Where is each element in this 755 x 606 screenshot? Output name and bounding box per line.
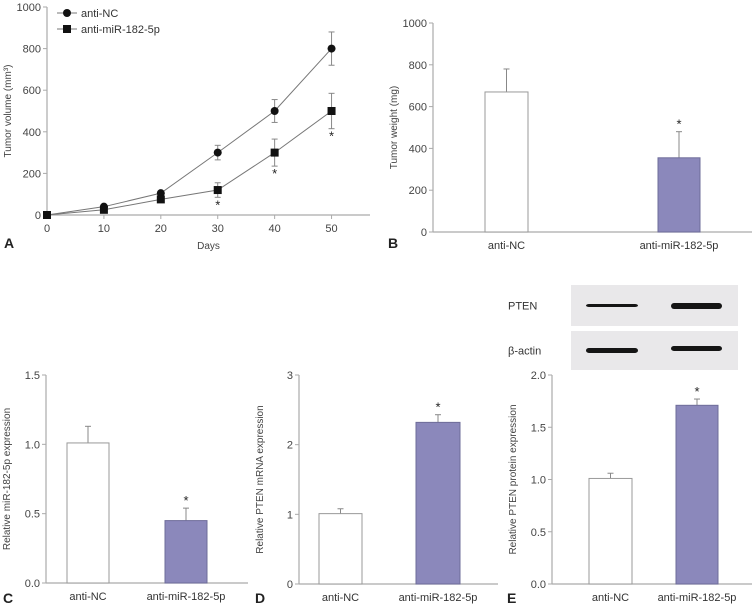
y-tick-label: 200 <box>23 168 41 180</box>
category-label: anti-miR-182-5p <box>640 240 719 252</box>
y-axis-label: Relative PTEN protein expression <box>508 404 519 554</box>
data-point-square <box>213 186 222 195</box>
y-tick-label: 0 <box>287 579 293 591</box>
blot-row-label: PTEN <box>508 301 537 313</box>
bar-anti-mir-182-5p <box>675 404 719 585</box>
significance-marker: * <box>215 197 220 212</box>
significance-marker: * <box>676 117 681 132</box>
panel-a: 0 200 400 600 800 1000 Tumor volume (mm³) A 0 10 2… <box>3 2 370 252</box>
y-tick-label: 1000 <box>403 18 427 30</box>
y-axis-label: Tumor weight (mg) <box>389 86 400 170</box>
bar-anti-mir-182-5p <box>164 520 208 584</box>
blot-row-label: β-actin <box>508 346 541 358</box>
significance-marker: * <box>183 493 188 508</box>
y-tick-label: 800 <box>23 44 41 56</box>
panel-label: D <box>255 590 265 606</box>
y-tick-label: 800 <box>409 60 427 72</box>
significance-marker: * <box>272 166 277 181</box>
y-tick-label: 3 <box>287 370 293 382</box>
y-tick-label: 0.0 <box>531 579 546 591</box>
panel-e: 0.0 0.5 1.0 1.5 2.0 Relative PTEN protein exp… <box>507 285 752 606</box>
y-tick-label: 1.0 <box>25 439 40 451</box>
category-label: anti-miR-182-5p <box>658 592 737 604</box>
y-tick-label: 1.0 <box>531 475 546 487</box>
legend-label: anti-NC <box>81 8 118 20</box>
data-point-square <box>270 148 279 157</box>
data-point-square <box>156 195 165 204</box>
legend-marker-square <box>63 25 71 33</box>
series-line-0 <box>46 48 332 216</box>
y-tick-label: 1 <box>287 509 293 521</box>
y-tick-label: 0.5 <box>25 509 40 521</box>
x-axis-label: Days <box>197 241 220 252</box>
y-tick-label: 600 <box>23 85 41 97</box>
bar-anti-mir-182-5p <box>657 157 701 233</box>
y-tick-label: 400 <box>409 143 427 155</box>
significance-marker: * <box>694 384 699 399</box>
panel-b: 0 200 400 600 800 1000 Tumor weight (mg) B anti-… <box>388 18 752 252</box>
blot-band-anti-mir-182-5p <box>671 303 722 309</box>
y-axis-label: Relative miR-182-5p expression <box>2 408 13 550</box>
legend-label: anti-miR-182-5p <box>81 24 160 36</box>
y-tick-label: 1.5 <box>531 422 546 434</box>
western-blot: PTEN β-actin <box>508 285 738 370</box>
data-point-circle <box>270 107 279 115</box>
category-label: anti-miR-182-5p <box>147 591 226 603</box>
y-tick-label: 0 <box>421 227 427 239</box>
blot-band-anti-nc <box>586 348 638 353</box>
panel-label: C <box>3 590 13 606</box>
y-tick-label: 200 <box>409 185 427 197</box>
category-label: anti-NC <box>69 591 106 603</box>
significance-marker: * <box>329 129 334 144</box>
bar-anti-nc <box>484 91 529 233</box>
category-label: anti-NC <box>322 592 359 604</box>
data-point-circle <box>213 148 222 157</box>
panel-label: E <box>507 590 516 606</box>
category-label: anti-NC <box>592 592 629 604</box>
y-tick-label: 0.0 <box>25 578 40 590</box>
panel-label: A <box>4 235 14 251</box>
y-axis-label: Tumor volume (mm³) <box>3 65 14 158</box>
significance-marker: * <box>435 400 440 415</box>
data-point-circle <box>156 189 165 198</box>
x-tick-label: 20 <box>155 223 167 235</box>
y-tick-label: 0 <box>35 210 41 222</box>
data-point-square <box>99 205 108 214</box>
bar-anti-nc <box>588 477 633 585</box>
panel-label: B <box>388 235 398 251</box>
category-label: anti-NC <box>488 240 525 252</box>
y-tick-label: 1000 <box>17 2 41 14</box>
y-tick-label: 400 <box>23 127 41 139</box>
y-tick-label: 2 <box>287 440 293 452</box>
data-point-square <box>327 107 336 115</box>
legend-marker-circle <box>63 9 71 17</box>
category-label: anti-miR-182-5p <box>399 592 478 604</box>
y-tick-label: 2.0 <box>531 370 546 382</box>
x-tick-label: 10 <box>98 223 110 235</box>
x-tick-label: 0 <box>44 223 50 235</box>
blot-band-anti-nc <box>586 304 638 307</box>
panel-c: 0.0 0.5 1.0 1.5 Relative miR-182-5p expressi… <box>2 370 248 606</box>
bar-anti-nc <box>66 442 110 584</box>
y-tick-label: 1.5 <box>25 370 40 382</box>
data-point-circle <box>327 44 336 53</box>
x-tick-label: 30 <box>212 223 224 235</box>
panel-d: 0 1 2 3 Relative PTEN mRNA expression D anti-N… <box>255 370 498 606</box>
y-tick-label: 600 <box>409 102 427 114</box>
x-tick-label: 50 <box>325 223 337 235</box>
series-line-1 <box>46 110 332 216</box>
x-tick-label: 40 <box>269 223 281 235</box>
y-axis-label: Relative PTEN mRNA expression <box>255 405 266 553</box>
bar-anti-nc <box>318 513 363 585</box>
bar-anti-mir-182-5p <box>415 421 461 585</box>
y-tick-label: 0.5 <box>531 527 546 539</box>
blot-band-anti-mir-182-5p <box>671 346 722 351</box>
data-point-square <box>43 211 51 219</box>
